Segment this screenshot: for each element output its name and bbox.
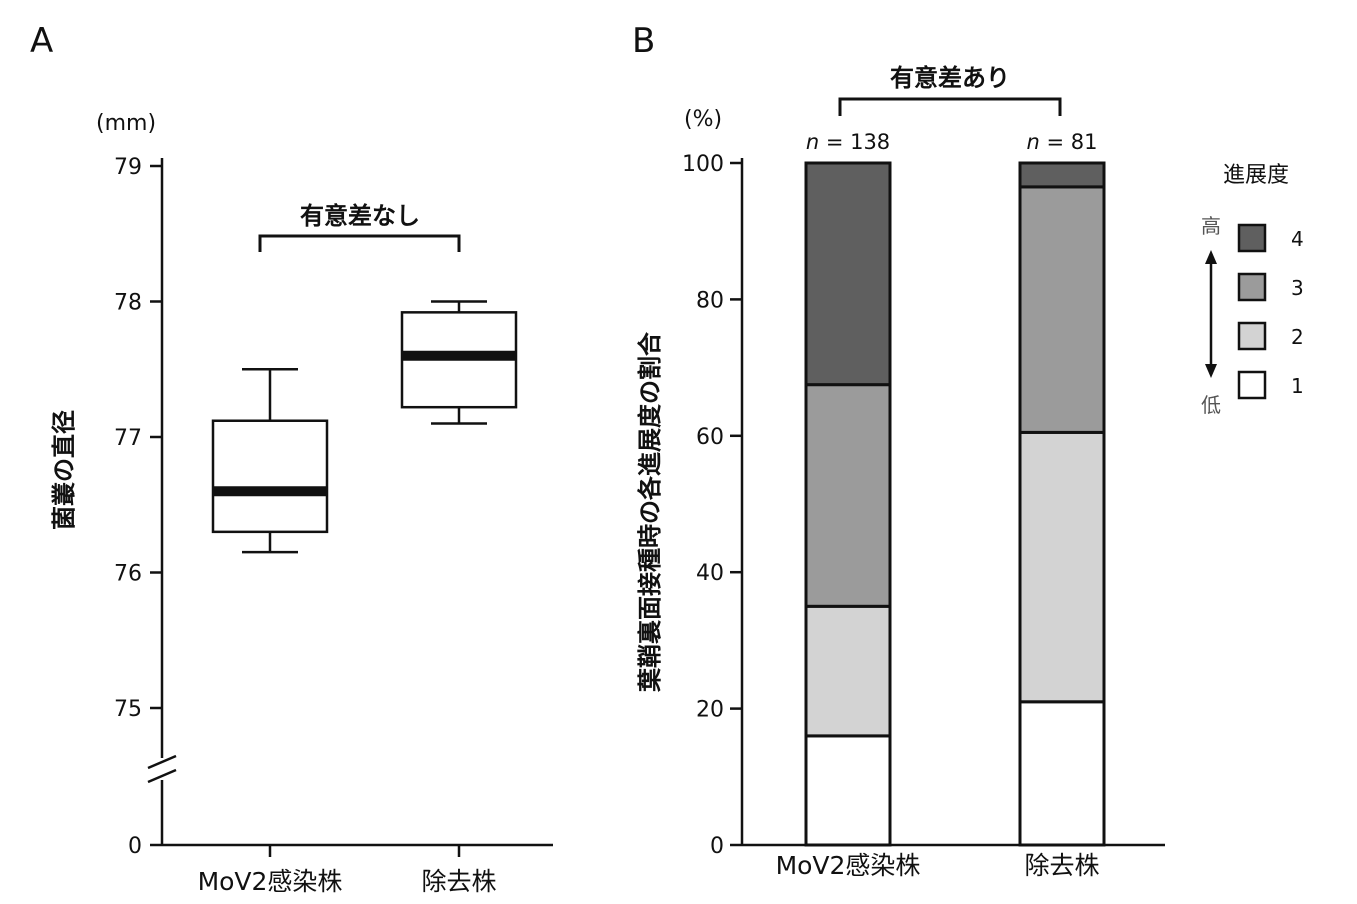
legend-items: 4 3 2 1 (1237, 223, 1304, 400)
panel-b-x-ticks: MoV2感染株 除去株 (776, 851, 1100, 880)
n-prefix: n (806, 130, 819, 154)
panel-b-x-tick-label: 除去株 (1024, 851, 1099, 880)
panel-b-n-label: n = 138 (806, 130, 890, 154)
n-value: = 138 (819, 130, 890, 154)
legend-label-level-4: 4 (1291, 227, 1304, 251)
box-plot (211, 368, 329, 554)
panel-a-boxes (211, 300, 518, 554)
n-value: = 81 (1040, 130, 1098, 154)
legend-title: 進展度 (1223, 163, 1289, 188)
legend-arrow-down-icon (1205, 364, 1217, 378)
stacked-bar (1018, 161, 1106, 847)
panel-b-bars (804, 161, 1106, 847)
panel-b-n-labels: n = 138 n = 81 (806, 130, 1098, 154)
legend-high-label: 高 (1201, 214, 1221, 238)
panel-a: A (mm) 菌叢の直径 0 75 76 77 78 79 MoV2感染株 除去株 有意差な… (30, 21, 553, 896)
panel-a-x-ticks: MoV2感染株 除去株 (198, 845, 497, 896)
panel-a-x-tick-label: MoV2感染株 (198, 867, 343, 896)
panel-a-y-tick-label: 0 (128, 834, 142, 859)
legend-swatch-level-1 (1237, 370, 1267, 400)
panel-b-x-tick-label: MoV2感染株 (776, 851, 921, 880)
bar-segment-level-3 (1018, 185, 1106, 434)
bar-segment-level-1 (1018, 700, 1106, 847)
panel-b-y-tick-label: 60 (696, 425, 724, 450)
panel-a-significance-label: 有意差なし (300, 202, 420, 230)
panel-a-letter: A (30, 21, 53, 61)
legend-arrow-up-icon (1205, 250, 1217, 264)
panel-a-y-tick-label: 79 (114, 155, 142, 180)
n-prefix: n (1027, 130, 1040, 154)
panel-a-unit: (mm) (96, 111, 156, 136)
legend-label-level-2: 2 (1291, 325, 1304, 349)
panel-b-letter: B (632, 21, 655, 61)
panel-b-significance-bracket (838, 97, 1062, 116)
legend-swatch-level-3 (1237, 272, 1267, 302)
panel-b-unit: (%) (684, 107, 722, 132)
panel-b: B (%) 葉鞘裏面接種時の各進展度の割合 0 20 40 60 80 100 MoV2感… (632, 21, 1304, 880)
box-iqr (211, 419, 329, 534)
panel-b-y-axis-label: 葉鞘裏面接種時の各進展度の割合 (636, 331, 664, 693)
panel-a-x-tick-label: 除去株 (421, 867, 496, 896)
legend-label-level-1: 1 (1291, 374, 1304, 398)
panel-a-axis-break-mark-bottom (147, 768, 177, 784)
panel-b-y-tick-label: 100 (682, 152, 724, 177)
stacked-bar (804, 161, 892, 847)
legend-swatch-level-4 (1237, 223, 1267, 253)
legend-low-label: 低 (1201, 393, 1221, 417)
panel-b-n-label: n = 81 (1027, 130, 1098, 154)
panel-a-y-tick-label: 78 (114, 291, 142, 316)
panel-a-y-ticks: 0 75 76 77 78 79 (114, 155, 162, 859)
panel-b-y-ticks: 0 20 40 60 80 100 (682, 152, 742, 859)
panel-b-significance-label: 有意差あり (890, 64, 1010, 92)
bar-segment-level-2 (1018, 430, 1106, 704)
bar-segment-level-3 (804, 383, 892, 608)
panel-a-y-tick-label: 75 (114, 697, 142, 722)
panel-a-y-tick-label: 77 (114, 426, 142, 451)
panel-a-significance-bracket (258, 234, 461, 252)
bar-segment-level-2 (804, 604, 892, 738)
panel-b-y-tick-label: 40 (696, 561, 724, 586)
panel-a-axis-break-mark-top (147, 754, 177, 770)
box-plot (400, 300, 518, 425)
bar-segment-level-4 (1018, 161, 1106, 189)
bar-segment-level-1 (804, 734, 892, 847)
panel-b-y-tick-label: 20 (696, 698, 724, 723)
panel-b-y-tick-label: 80 (696, 288, 724, 313)
bar-segment-level-4 (804, 161, 892, 387)
legend-swatch-level-2 (1237, 321, 1267, 351)
panel-b-legend: 進展度 高 低 4 3 2 1 (1201, 163, 1304, 417)
legend-label-level-3: 3 (1291, 276, 1304, 300)
panel-a-y-axis-label: 菌叢の直径 (50, 410, 78, 530)
panel-a-y-tick-label: 76 (114, 562, 142, 587)
panel-b-y-tick-label: 0 (710, 834, 724, 859)
